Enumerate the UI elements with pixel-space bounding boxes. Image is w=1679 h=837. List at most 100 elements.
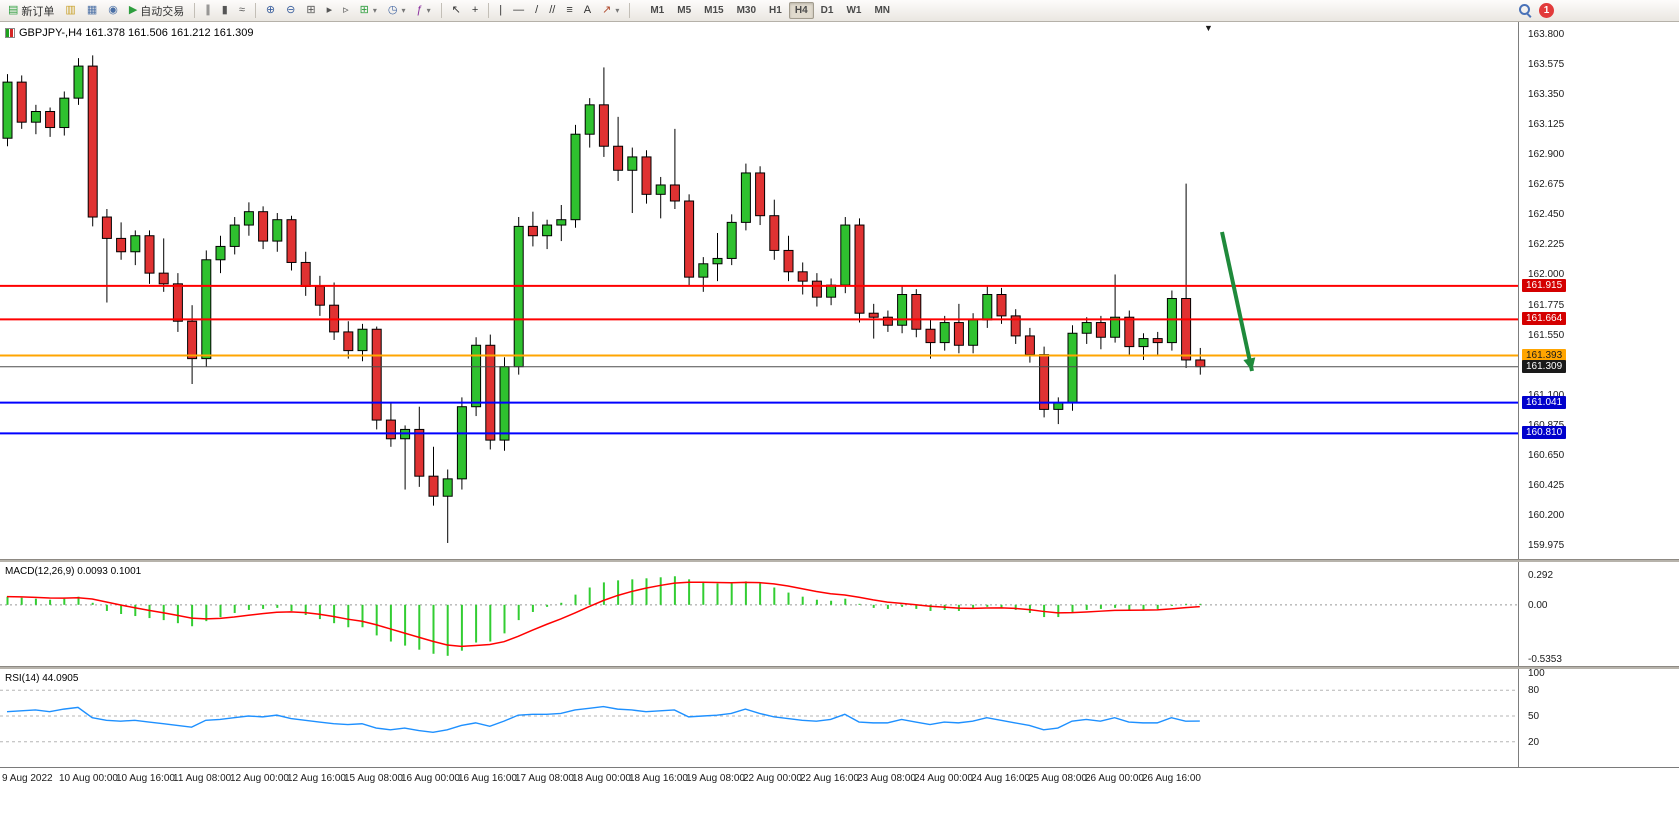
timeframe-button-h1[interactable]: H1 xyxy=(769,5,782,16)
rsi-axis-label: 20 xyxy=(1528,736,1540,748)
dropdown-arrow-icon: ▾ xyxy=(426,6,431,15)
navigator-button[interactable]: ◉ xyxy=(103,2,123,20)
timeframe-button-d1[interactable]: D1 xyxy=(820,5,834,16)
rsi-axis-label: 50 xyxy=(1528,711,1540,722)
rsi-axis[interactable]: 100 80 50 20 xyxy=(1518,668,1679,767)
channel-button[interactable]: // xyxy=(544,2,560,20)
macd-axis-label: 0.00 xyxy=(1528,599,1548,611)
timeframe-button-h4[interactable]: H4 xyxy=(788,2,814,19)
candlestick-chart-button[interactable]: ▮ xyxy=(217,2,233,20)
tile-windows-button[interactable]: ⊞ xyxy=(301,2,320,20)
sell-arrow-head[interactable] xyxy=(1243,357,1256,371)
timeframe-button-w1[interactable]: W1 xyxy=(846,5,862,16)
price-axis[interactable]: 163.800 163.575 163.350 163.125 162.900 162.6… xyxy=(1518,22,1679,559)
time-axis-label: 26 Aug 00:00 xyxy=(1085,773,1144,784)
chart-shift-icon: ▹ xyxy=(343,4,349,16)
candlestick-chart-icon: ▮ xyxy=(221,4,228,16)
bullish-candle-body xyxy=(215,245,226,261)
macd-axis-label: -0.5353 xyxy=(1528,654,1562,666)
bearish-candle-body xyxy=(87,65,98,218)
chart-shift-button[interactable]: ▹ xyxy=(338,2,354,20)
auto-scroll-button[interactable]: ▸ xyxy=(322,2,338,20)
rsi-canvas[interactable] xyxy=(0,669,1518,767)
price-chart-canvas[interactable] xyxy=(0,22,1518,559)
bearish-candle-body xyxy=(1124,316,1135,348)
notification-badge[interactable]: 1 xyxy=(1539,3,1554,18)
time-axis-label: 10 Aug 16:00 xyxy=(116,773,175,784)
sell-arrow-object[interactable] xyxy=(1220,231,1254,372)
panel-splitter-rsi[interactable] xyxy=(0,666,1679,669)
profiles-button[interactable]: ▥ xyxy=(60,2,80,20)
bearish-candle-body xyxy=(485,344,496,441)
bullish-candle-body xyxy=(2,81,13,139)
support-line-blue-lower-badge: 160.810 xyxy=(1522,426,1567,440)
time-axis-label: 17 Aug 08:00 xyxy=(515,773,574,784)
timeframe-button-m5[interactable]: M5 xyxy=(677,5,692,16)
price-axis-label: 162.450 xyxy=(1528,209,1565,221)
timeframe-button-mn[interactable]: MN xyxy=(874,5,890,16)
line-chart-button[interactable]: ≈ xyxy=(234,2,250,20)
new-chart-button[interactable]: ⊞ ▾ xyxy=(355,2,382,20)
bearish-candle-body xyxy=(911,294,922,330)
auto-scroll-icon: ▸ xyxy=(326,4,333,16)
horizontal-line-button[interactable]: — xyxy=(508,2,529,20)
trendline-icon: / xyxy=(535,4,539,16)
bearish-candle-body xyxy=(1024,335,1035,356)
indicators-button[interactable]: ƒ ▾ xyxy=(411,2,435,20)
new-chart-icon: ⊞ xyxy=(359,4,369,16)
bearish-candle-body xyxy=(385,419,396,440)
bearish-candle-body xyxy=(868,312,879,318)
bar-chart-button[interactable]: ∥ xyxy=(200,2,216,20)
fibonacci-button[interactable]: ≡ xyxy=(561,2,577,20)
timeframe-button-m30[interactable]: M30 xyxy=(736,5,757,16)
bearish-candle-body xyxy=(371,328,382,421)
time-axis-label: 12 Aug 16:00 xyxy=(287,773,346,784)
bullish-candle-body xyxy=(243,211,254,226)
bullish-candle-body xyxy=(542,224,553,237)
search-icon[interactable] xyxy=(1519,4,1532,17)
text-button[interactable]: A xyxy=(579,2,596,20)
bearish-candle-body xyxy=(953,322,964,346)
vertical-line-button[interactable]: | xyxy=(494,2,507,20)
crosshair-button[interactable]: + xyxy=(467,2,483,20)
zoom-in-button[interactable]: ⊕ xyxy=(261,2,280,20)
cursor-button[interactable]: ↖ xyxy=(447,2,466,20)
macd-canvas[interactable] xyxy=(0,562,1518,666)
autotrading-button[interactable]: ▶ 自动交易 xyxy=(124,2,189,20)
timeframe-button-m15[interactable]: M15 xyxy=(704,5,724,16)
new-order-button-label: 新订单 xyxy=(21,5,55,18)
bearish-candle-body xyxy=(343,331,354,352)
chart-shift-marker-icon[interactable]: ▼ xyxy=(1204,23,1213,33)
bullish-candle-body xyxy=(740,172,751,223)
timeframe-button-m1[interactable]: M1 xyxy=(650,5,665,16)
bearish-candle-body xyxy=(16,81,27,123)
rsi-label: RSI(14) 44.0905 xyxy=(5,673,79,684)
time-axis-label: 22 Aug 16:00 xyxy=(800,773,859,784)
macd-axis[interactable]: 0.292 0.00 -0.5353 xyxy=(1518,562,1679,666)
bearish-candle-body xyxy=(882,316,893,326)
zoom-out-button[interactable]: ⊖ xyxy=(281,2,300,20)
time-axis[interactable]: 9 Aug 2022 10 Aug 00:00 10 Aug 16:00 11 Aug… xyxy=(0,767,1679,789)
period-button[interactable]: ◷ ▾ xyxy=(383,2,411,20)
support-line-blue-upper-badge: 161.041 xyxy=(1522,395,1567,409)
toolbar-separator xyxy=(254,3,256,18)
bearish-candle-body xyxy=(527,225,538,237)
time-axis-label: 12 Aug 00:00 xyxy=(230,773,289,784)
bullish-candle-body xyxy=(726,221,737,259)
bullish-candle-body xyxy=(471,344,482,408)
main-toolbar: ▤ 新订单 ▥ ▦ ◉ ▶ 自动交易 ∥ ▮ ≈ ⊕ ⊖ ⊞ ▸ ▹ ⊞ ▾ ◷ ▾ ƒ ▾ ↖ + | — ///≡ A ↗ ▾ M1… xyxy=(0,0,1679,22)
bullish-candle-body xyxy=(897,294,908,326)
bullish-candle-body xyxy=(442,478,453,497)
support-line-orange-badge: 161.393 xyxy=(1522,348,1567,362)
panel-splitter-macd[interactable] xyxy=(0,559,1679,562)
arrows-button[interactable]: ↗ ▾ xyxy=(597,2,624,20)
resistance-line-lower-badge: 161.664 xyxy=(1522,312,1567,326)
zoom-out-icon: ⊖ xyxy=(286,4,296,16)
dropdown-arrow-icon: ▾ xyxy=(372,6,377,15)
bar-chart-icon: ∥ xyxy=(205,4,211,16)
chart-symbol-label: GBPJPY-,H4 161.378 161.506 161.212 161.3… xyxy=(5,27,253,39)
trendline-button[interactable]: / xyxy=(530,2,543,20)
new-order-button[interactable]: ▤ 新订单 xyxy=(3,2,59,20)
market-watch-button[interactable]: ▦ xyxy=(82,2,102,20)
current-price-line-badge: 161.309 xyxy=(1522,359,1567,373)
